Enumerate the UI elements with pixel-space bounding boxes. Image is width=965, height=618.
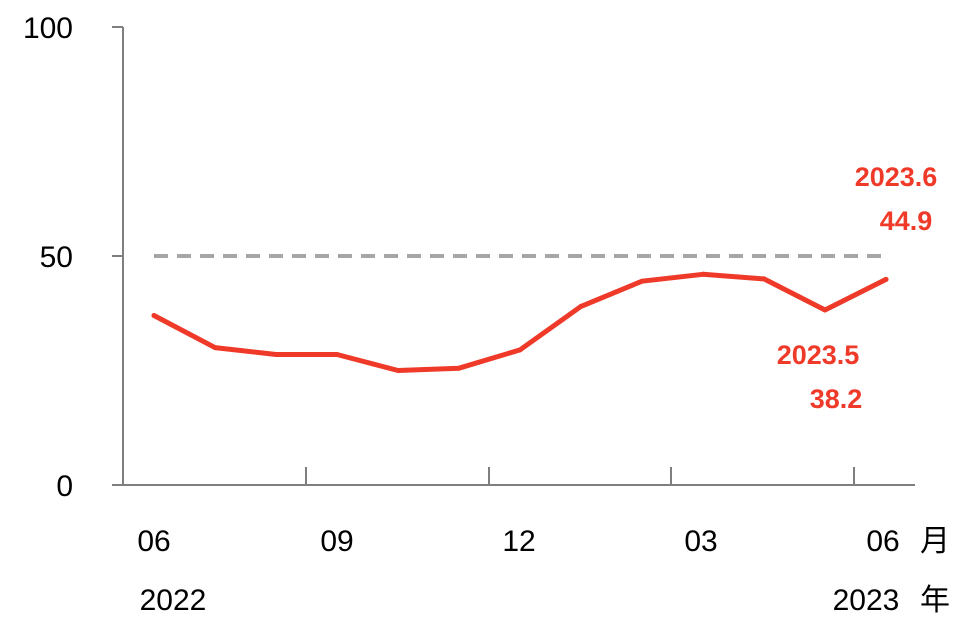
data-point: [700, 271, 706, 277]
y-tick-label: 0: [56, 470, 73, 503]
annotation-label: 2023.5: [777, 340, 860, 370]
data-point: [456, 365, 462, 371]
y-tick-label: 50: [40, 241, 73, 274]
data-point: [212, 345, 218, 351]
x-tick-label: 09: [320, 525, 353, 558]
x-tick-label: 06: [866, 525, 899, 558]
annotation-label: 2023.6: [855, 162, 938, 192]
x-tick-label: 06: [137, 525, 170, 558]
data-point: [273, 352, 279, 357]
x-tick-label: 12: [502, 525, 535, 558]
year-label: 2023: [833, 584, 900, 617]
data-points: [151, 271, 889, 373]
annotation-value: 44.9: [880, 206, 933, 236]
annotation-value: 38.2: [810, 384, 863, 414]
data-point: [517, 347, 523, 353]
data-point: [578, 303, 584, 309]
year-label: 2022: [140, 584, 207, 617]
month-unit-label: 月: [920, 524, 950, 559]
data-point: [395, 368, 401, 373]
data-point: [883, 276, 889, 282]
data-point: [822, 307, 828, 313]
y-tick-label: 100: [23, 12, 73, 45]
x-tick-label: 03: [684, 525, 717, 558]
year-unit-label: 年: [920, 583, 950, 618]
data-point: [334, 352, 340, 357]
data-point: [151, 313, 157, 318]
data-point: [761, 276, 767, 282]
data-point: [639, 278, 645, 284]
